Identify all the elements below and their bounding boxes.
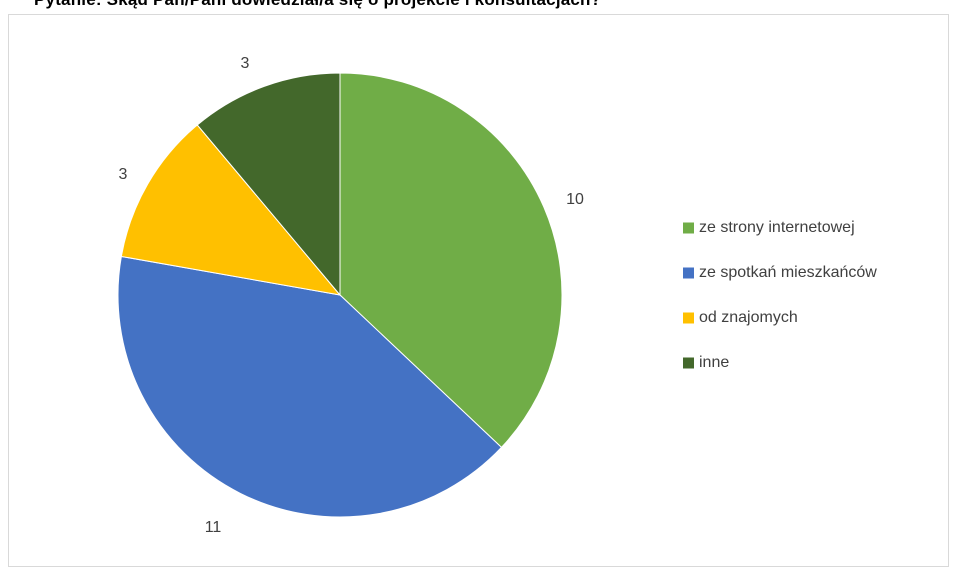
chart-title: Pytanie: Skąd Pan/Pani dowiedział/a się … <box>34 0 601 10</box>
legend-swatch-1 <box>683 222 694 234</box>
pie-slice-3 <box>120 124 342 296</box>
pie-slice-4 <box>196 72 341 297</box>
legend-label-2: ze spotkań mieszkańców <box>699 264 877 281</box>
legend-label-1: ze strony internetowej <box>699 219 855 236</box>
legend: ze strony internetowej ze spotkań mieszka… <box>683 219 877 371</box>
legend-swatch-2 <box>683 267 694 279</box>
legend-label-4: inne <box>699 354 729 371</box>
data-label-3: 3 <box>119 166 128 183</box>
legend-swatch-3 <box>683 312 694 324</box>
data-label-1: 10 <box>566 191 584 208</box>
legend-swatch-4 <box>683 357 694 369</box>
data-label-2: 11 <box>205 519 222 536</box>
pie-slice-2 <box>117 255 503 518</box>
pie-slices <box>117 72 563 518</box>
chart-title-strip: Pytanie: Skąd Pan/Pani dowiedział/a się … <box>0 0 956 14</box>
data-labels: 10 11 3 3 <box>119 55 584 536</box>
data-label-4: 3 <box>241 55 250 72</box>
legend-label-3: od znajomych <box>699 309 798 326</box>
pie-slice-1 <box>339 72 563 449</box>
